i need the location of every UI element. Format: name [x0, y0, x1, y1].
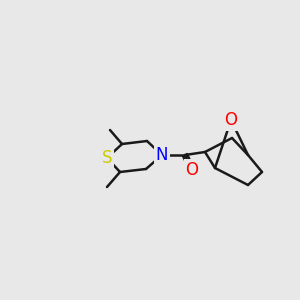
- Text: O: O: [224, 111, 238, 129]
- Text: S: S: [102, 149, 112, 167]
- Text: N: N: [156, 146, 168, 164]
- Text: O: O: [185, 161, 199, 179]
